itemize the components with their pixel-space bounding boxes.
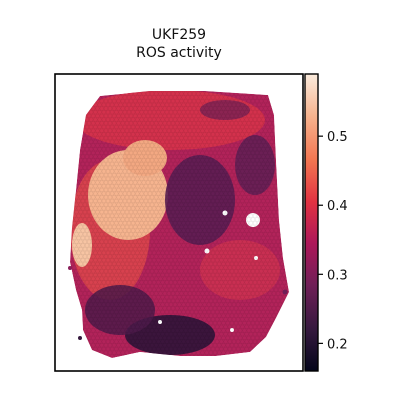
hole (222, 210, 228, 216)
hole (254, 256, 258, 260)
hole (246, 213, 260, 227)
outlier-spot (68, 266, 72, 270)
chart-title: UKF259 (152, 27, 206, 43)
colorbar-tick-label: 0.2 (327, 337, 348, 352)
outlier-spot (78, 336, 82, 340)
hole (230, 328, 234, 332)
low-region-top-right (200, 100, 250, 120)
colorbar: 0.2 0.3 0.4 0.5 (304, 73, 348, 372)
low-region-lower-left (85, 285, 155, 335)
mid-region-right (200, 240, 280, 300)
colorbar-ticks: 0.2 0.3 0.4 0.5 (318, 130, 348, 352)
outlier-spot (282, 289, 288, 295)
colorbar-gradient (305, 74, 318, 371)
spatial-spots (70, 91, 289, 358)
low-region-center (165, 155, 235, 245)
hole (158, 320, 162, 324)
colorbar-tick-label: 0.5 (327, 130, 348, 145)
low-region-right (235, 135, 275, 195)
plot-frame (54, 73, 304, 372)
high-region-top (123, 140, 167, 176)
colorbar-frame (304, 73, 319, 372)
spot-grid (70, 91, 289, 358)
colorbar-tick-label: 0.4 (327, 199, 348, 214)
plot-area (54, 73, 304, 372)
hole (204, 248, 210, 254)
colorbar-tick-label: 0.3 (327, 268, 348, 283)
chart-subtitle: ROS activity (136, 45, 222, 61)
high-region-edge (72, 223, 92, 267)
